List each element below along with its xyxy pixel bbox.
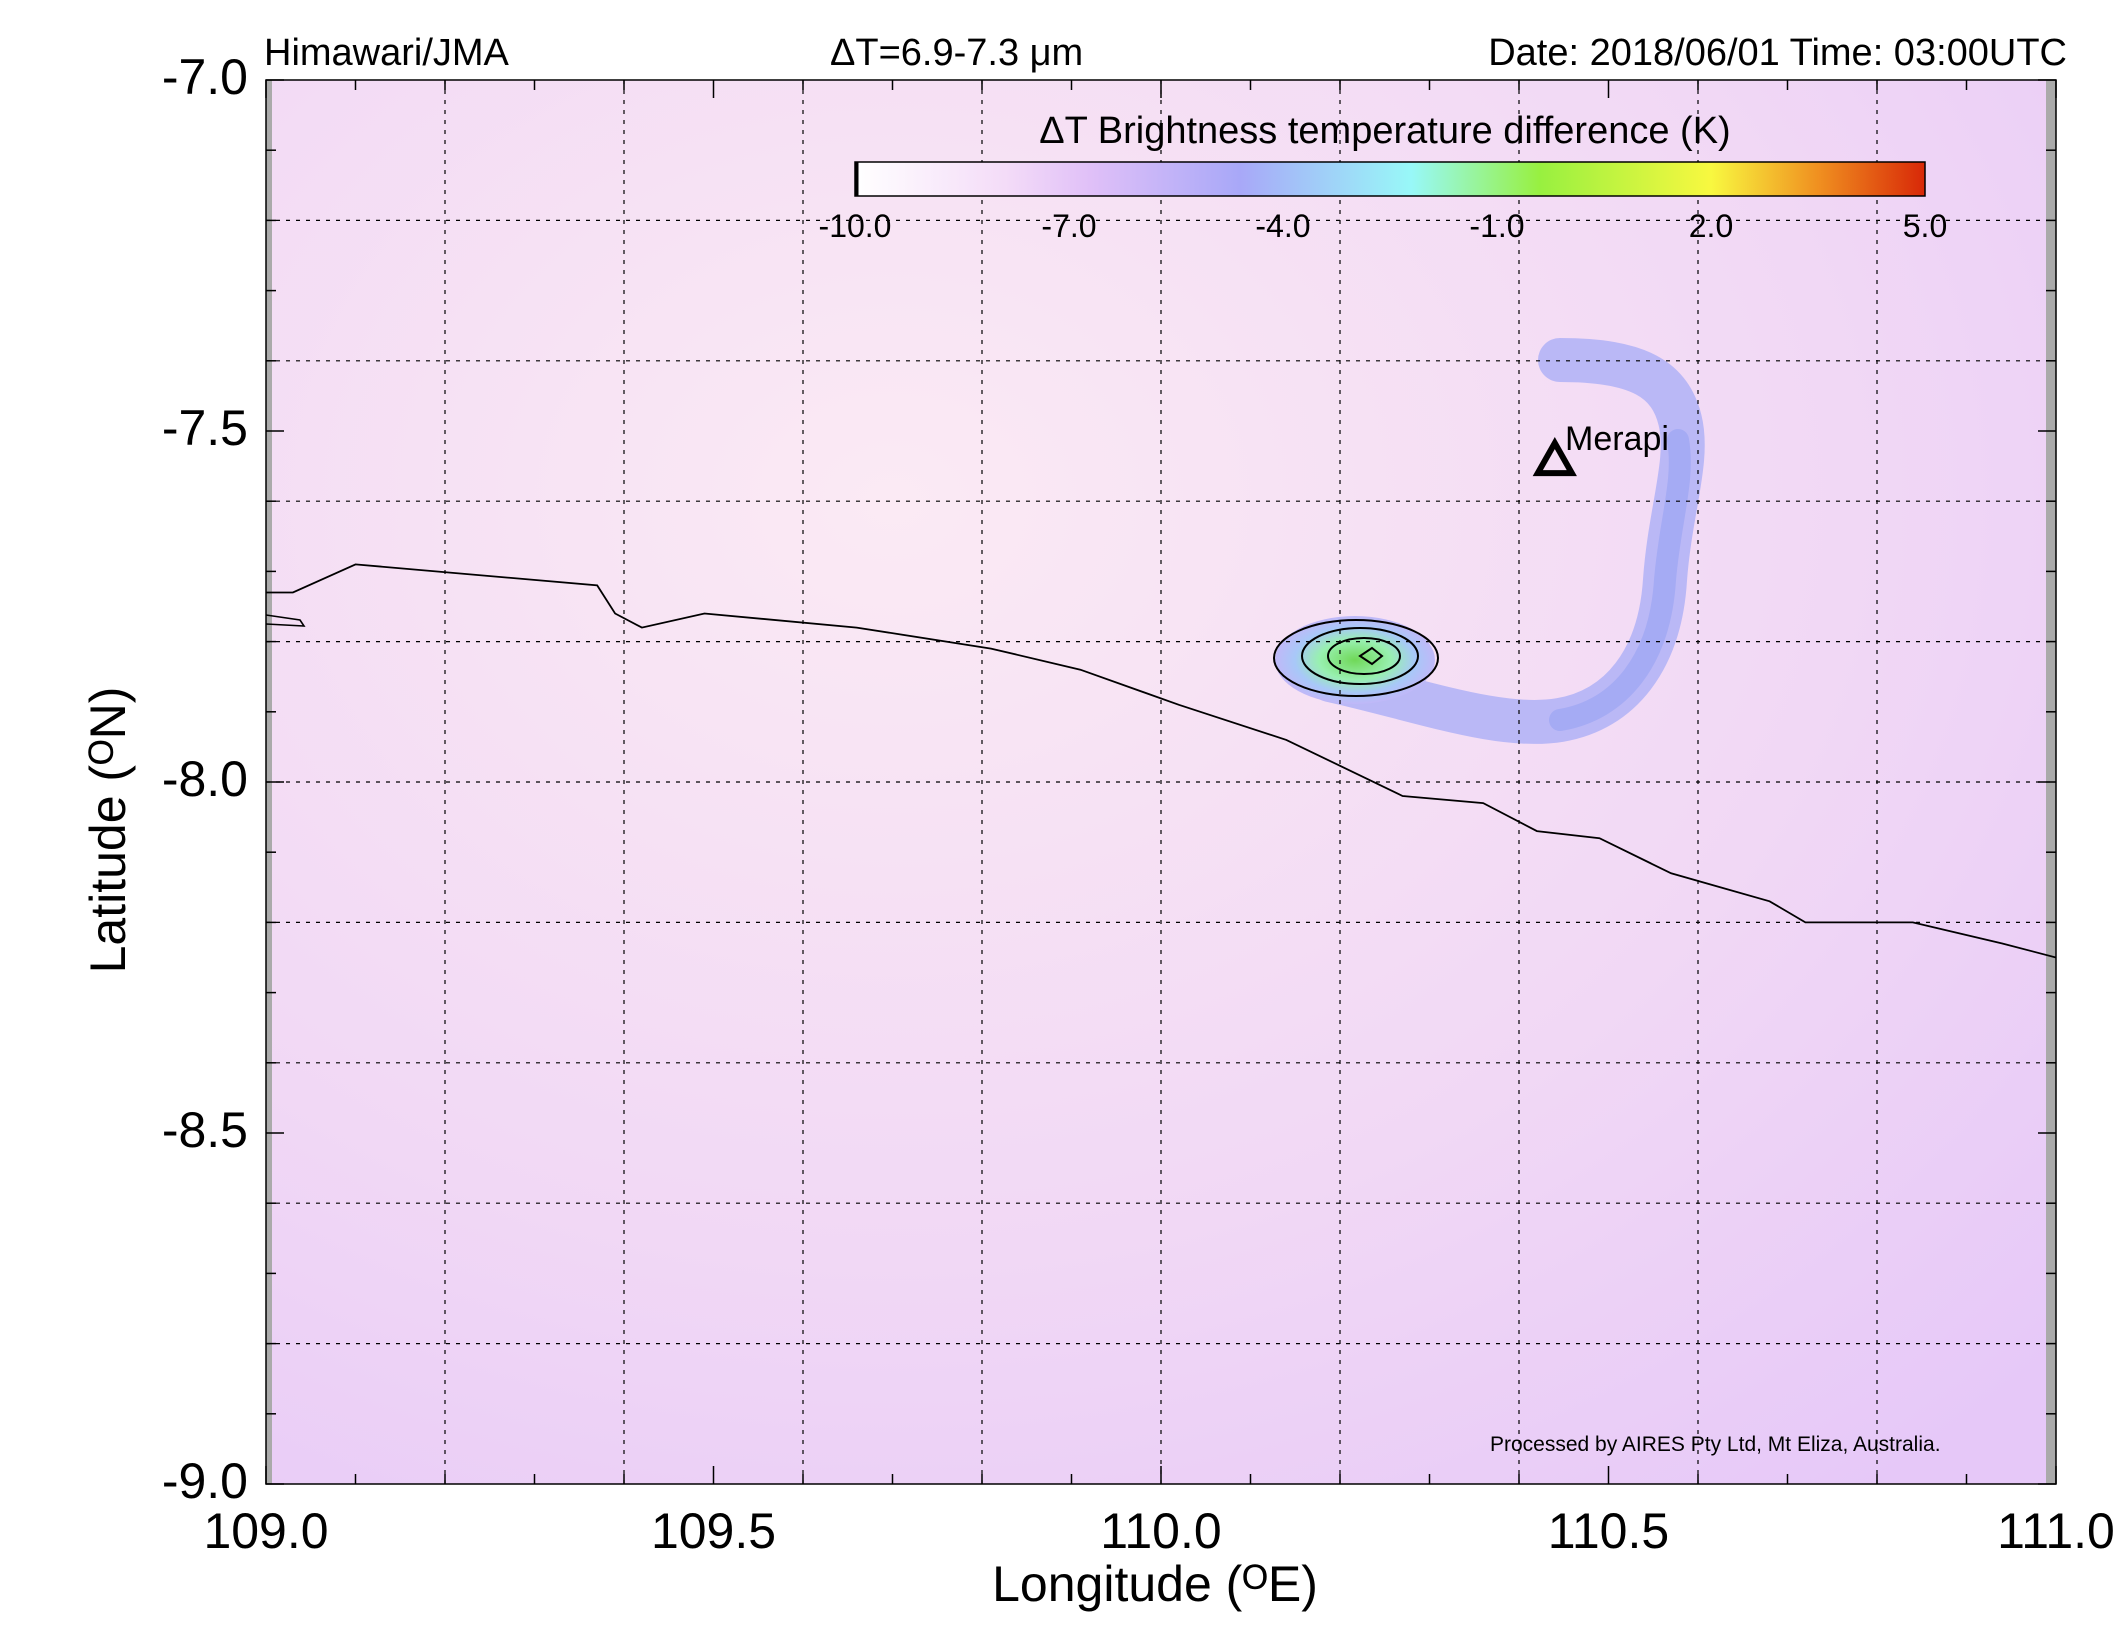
y-axis-title: Latitude (ᴼN) (80, 686, 136, 974)
triangle-icon (1532, 436, 1577, 477)
axis-ticks (265, 79, 2057, 1485)
credit-text: Processed by AIRES Pty Ltd, Mt Eliza, Au… (1490, 1433, 1941, 1456)
ash-plume-core (1549, 429, 1691, 731)
colorbar-tick-label: 5.0 (1902, 208, 1948, 244)
band-label: ΔT=6.9-7.3 μm (830, 32, 1084, 74)
coastline (266, 563, 2056, 959)
datetime-label: Date: 2018/06/01 Time: 03:00UTC (1488, 32, 2067, 74)
x-tick-label: 109.0 (203, 1503, 329, 1559)
colorbar-tick-label: -7.0 (1041, 208, 1097, 244)
y-tick-label: -8.0 (161, 751, 248, 807)
y-tick-label: -9.0 (161, 1453, 248, 1509)
colorbar (854, 161, 1926, 197)
coastline-islet (266, 614, 306, 627)
colorbar-tick-label: -10.0 (818, 208, 892, 244)
y-tick-label: -7.0 (161, 49, 248, 105)
colorbar-title: ΔT Brightness temperature difference (K) (1039, 110, 1731, 152)
x-tick-label: 109.5 (650, 1503, 777, 1559)
volcano-label: Merapi (1565, 420, 1669, 458)
x-tick-label: 110.0 (1100, 1503, 1222, 1559)
contour-lines (1273, 619, 1439, 697)
y-tick-label: -7.5 (161, 400, 248, 456)
x-tick-label: 111.0 (1997, 1503, 2115, 1559)
y-tick-label: -8.5 (161, 1102, 248, 1158)
data-source-label: Himawari/JMA (264, 32, 509, 74)
x-tick-label: 110.5 (1547, 1503, 1670, 1559)
colorbar-tick-label: -1.0 (1469, 208, 1525, 244)
grid-lines (266, 80, 2056, 1484)
colorbar-tick-label: -4.0 (1255, 208, 1311, 244)
colorbar-tick-label: 2.0 (1688, 208, 1734, 244)
x-axis-title: Longitude (ᴼE) (992, 1556, 1318, 1612)
